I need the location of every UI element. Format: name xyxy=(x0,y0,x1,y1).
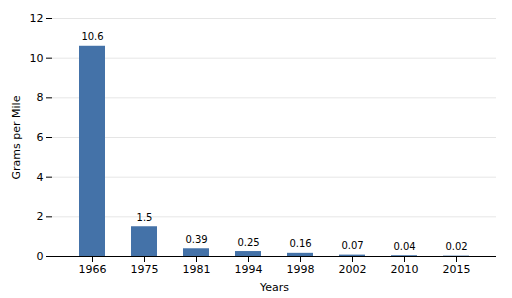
svg-text:1994: 1994 xyxy=(235,263,263,276)
svg-text:0.07: 0.07 xyxy=(341,240,363,251)
svg-text:8: 8 xyxy=(37,91,44,104)
svg-text:1998: 1998 xyxy=(287,263,315,276)
svg-text:Years: Years xyxy=(259,281,289,294)
svg-text:1.5: 1.5 xyxy=(137,212,153,223)
svg-text:2002: 2002 xyxy=(339,263,367,276)
svg-text:0.39: 0.39 xyxy=(185,234,207,245)
svg-text:0: 0 xyxy=(37,250,44,263)
svg-text:1981: 1981 xyxy=(183,263,211,276)
svg-text:Grams per Mile: Grams per Mile xyxy=(10,95,23,179)
svg-text:0.04: 0.04 xyxy=(393,241,415,252)
svg-text:0.25: 0.25 xyxy=(237,237,259,248)
svg-text:4: 4 xyxy=(37,171,44,184)
svg-text:0.16: 0.16 xyxy=(289,238,311,249)
svg-text:10: 10 xyxy=(30,52,44,65)
svg-text:2010: 2010 xyxy=(391,263,419,276)
svg-text:2015: 2015 xyxy=(443,263,471,276)
svg-text:1975: 1975 xyxy=(131,263,159,276)
svg-text:1966: 1966 xyxy=(79,263,107,276)
svg-text:10.6: 10.6 xyxy=(81,31,103,42)
svg-text:6: 6 xyxy=(37,131,44,144)
svg-text:0.02: 0.02 xyxy=(445,241,467,252)
svg-text:12: 12 xyxy=(30,12,44,25)
svg-text:2: 2 xyxy=(37,210,44,223)
